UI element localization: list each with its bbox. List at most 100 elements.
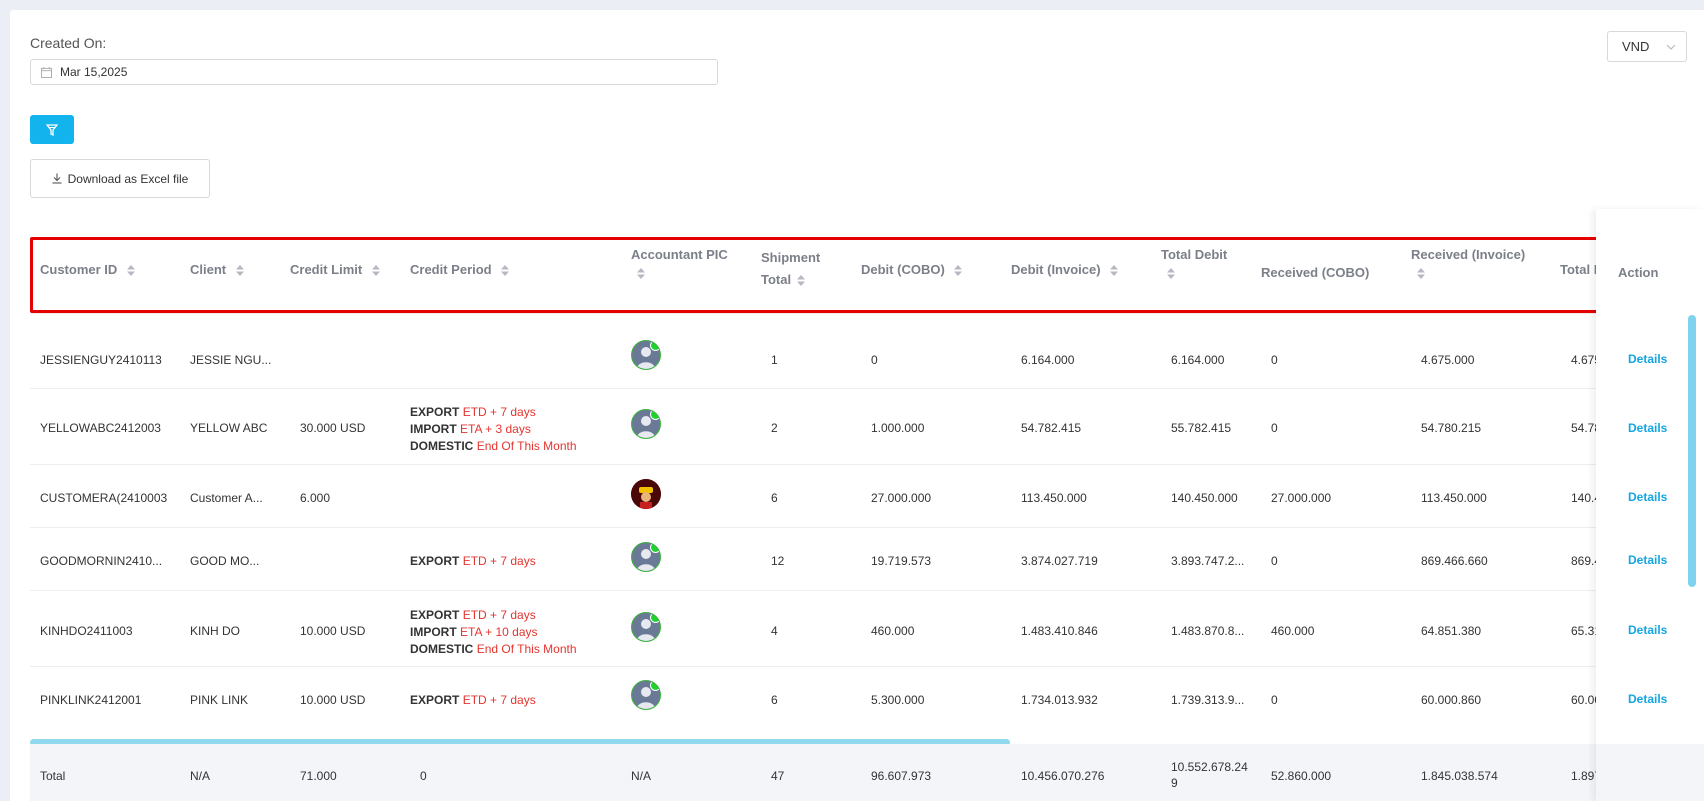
cell-shipments: 1 — [771, 353, 778, 367]
accountant-avatar — [631, 479, 661, 509]
download-icon — [52, 173, 62, 184]
details-link[interactable]: Details — [1628, 623, 1668, 637]
total-shipments: 47 — [771, 769, 785, 783]
total-received-invoice: 1.845.038.574 — [1421, 769, 1498, 783]
download-label: Download as Excel file — [67, 171, 189, 186]
cell-debit-invoice: 6.164.000 — [1021, 353, 1075, 367]
cell-received-cobo: 0 — [1271, 421, 1278, 435]
cell-received-invoice: 60.000.860 — [1421, 693, 1482, 707]
cell-credit-period: EXPORT ETD + 7 days IMPORT ETA + 3 days … — [410, 405, 577, 453]
total-client: N/A — [190, 769, 211, 783]
cell-debit-cobo: 0 — [871, 353, 878, 367]
row-divider — [30, 464, 1610, 465]
cell-debit-cobo: 460.000 — [871, 624, 915, 638]
filter-icon — [46, 123, 58, 136]
details-link[interactable]: Details — [1628, 692, 1668, 706]
details-link[interactable]: Details — [1628, 490, 1668, 504]
cell-credit-limit: 6.000 — [300, 491, 331, 505]
sort-icon — [235, 265, 244, 277]
header-credit-period[interactable]: Credit Period — [410, 262, 510, 277]
currency-select[interactable]: VND — [1607, 31, 1687, 62]
details-link[interactable]: Details — [1628, 421, 1668, 435]
cell-client: KINH DO — [190, 624, 241, 638]
cell-received-cobo: 27.000.000 — [1271, 491, 1332, 505]
cell-debit-cobo: 27.000.000 — [871, 491, 932, 505]
cell-credit-period: EXPORT ETD + 7 days IMPORT ETA + 10 days… — [410, 608, 577, 656]
sort-icon — [1417, 267, 1425, 279]
user-icon — [637, 549, 655, 571]
cell-received-cobo: 0 — [1271, 353, 1278, 367]
cell-client: YELLOW ABC — [190, 421, 268, 435]
cell-received-cobo: 460.000 — [1271, 624, 1315, 638]
total-received-cobo: 52.860.000 — [1271, 769, 1332, 783]
header-customer-id[interactable]: Customer ID — [40, 262, 135, 277]
cell-customer-id: CUSTOMERA(2410003 — [40, 491, 168, 505]
online-status-dot — [650, 543, 660, 553]
header-received-invoice[interactable]: Received (Invoice) — [1411, 247, 1525, 279]
calendar-icon — [41, 66, 52, 78]
accountant-avatar — [631, 612, 661, 642]
cell-total-debit: 1.483.870.8... — [1171, 624, 1245, 638]
accountant-avatar — [631, 680, 661, 710]
header-debit-cobo[interactable]: Debit (COBO) — [861, 262, 963, 277]
cell-debit-cobo: 5.300.000 — [871, 693, 925, 707]
vertical-scrollbar[interactable] — [1688, 315, 1696, 587]
cell-total-debit: 6.164.000 — [1171, 353, 1225, 367]
header-client[interactable]: Client — [190, 262, 244, 277]
total-debit-invoice: 10.456.070.276 — [1021, 769, 1105, 783]
cell-total-debit: 55.782.415 — [1171, 421, 1232, 435]
cell-client: GOOD MO... — [190, 554, 260, 568]
cell-debit-invoice: 3.874.027.719 — [1021, 554, 1098, 568]
total-total-debit: 10.552.678.24 9 — [1171, 760, 1248, 790]
cell-customer-id: YELLOWABC2412003 — [40, 421, 161, 435]
total-debit-cobo: 96.607.973 — [871, 769, 932, 783]
user-icon — [637, 619, 655, 641]
report-card: Created On: Mar 15,2025 VND Download as … — [10, 10, 1704, 801]
header-total-received[interactable]: Total I — [1560, 262, 1598, 277]
online-status-dot — [650, 613, 660, 623]
header-received-cobo[interactable]: Received (COBO) — [1261, 265, 1370, 280]
header-credit-limit[interactable]: Credit Limit — [290, 262, 380, 277]
cell-customer-id: PINKLINK2412001 — [40, 693, 142, 707]
cell-shipments: 2 — [771, 421, 778, 435]
total-credit-limit: 71.000 — [300, 769, 337, 783]
cell-credit-limit: 10.000 USD — [300, 693, 366, 707]
online-status-dot — [650, 410, 660, 420]
online-status-dot — [650, 341, 660, 351]
total-credit-period: 0 — [420, 769, 427, 783]
header-debit-invoice[interactable]: Debit (Invoice) — [1011, 262, 1119, 277]
cell-credit-period: EXPORT ETD + 7 days — [410, 554, 536, 568]
cell-client: Customer A... — [190, 491, 263, 505]
cell-debit-invoice: 54.782.415 — [1021, 421, 1082, 435]
download-excel-button[interactable]: Download as Excel file — [30, 159, 210, 198]
cell-total-debit: 3.893.747.2... — [1171, 554, 1245, 568]
accountant-avatar — [631, 409, 661, 439]
sort-icon — [1167, 267, 1175, 279]
currency-value: VND — [1622, 39, 1650, 54]
filter-button[interactable] — [30, 115, 74, 144]
horizontal-scrollbar[interactable] — [30, 739, 1010, 746]
cell-received-invoice: 64.851.380 — [1421, 624, 1482, 638]
action-total-cell — [1596, 744, 1704, 801]
cell-total-debit: 1.739.313.9... — [1171, 693, 1245, 707]
total-label: Total — [40, 769, 66, 783]
header-total-debit[interactable]: Total Debit — [1161, 247, 1227, 279]
cell-debit-invoice: 1.734.013.932 — [1021, 693, 1098, 707]
details-link[interactable]: Details — [1628, 352, 1668, 366]
details-link[interactable]: Details — [1628, 553, 1668, 567]
debit-table: Customer ID Client Credit Limit Credit P… — [30, 209, 1704, 801]
cell-debit-invoice: 113.450.000 — [1021, 491, 1087, 505]
date-value: Mar 15,2025 — [60, 65, 128, 79]
header-accountant-pic[interactable]: Accountant PIC — [631, 247, 728, 279]
cell-credit-period: EXPORT ETD + 7 days — [410, 693, 536, 707]
cell-received-cobo: 0 — [1271, 554, 1278, 568]
sort-icon — [126, 265, 135, 277]
date-picker-input[interactable]: Mar 15,2025 — [30, 59, 718, 85]
cell-debit-cobo: 1.000.000 — [871, 421, 925, 435]
header-shipment-total[interactable]: Shipment Total — [761, 250, 821, 287]
cell-shipments: 6 — [771, 491, 778, 505]
user-icon — [637, 416, 655, 438]
cell-received-invoice: 113.450.000 — [1421, 491, 1487, 505]
row-divider — [30, 313, 1610, 314]
action-column: Action Details Details Details Details D… — [1596, 209, 1704, 801]
